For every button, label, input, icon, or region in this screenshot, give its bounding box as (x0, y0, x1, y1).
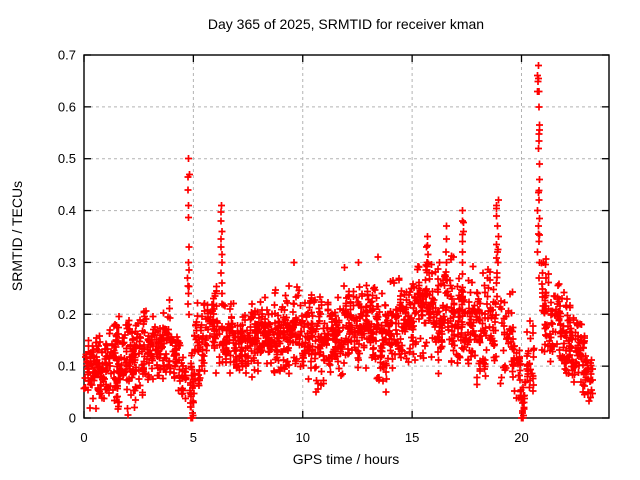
x-axis-label: GPS time / hours (293, 451, 400, 467)
x-tick-label: 15 (405, 430, 419, 445)
y-tick-label: 0.4 (58, 203, 76, 218)
y-tick-label: 0.7 (58, 48, 76, 63)
y-tick-label: 0.5 (58, 151, 76, 166)
y-tick-label: 0.3 (58, 255, 76, 270)
y-tick-label: 0.1 (58, 359, 76, 374)
x-tick-label: 10 (296, 430, 310, 445)
y-tick-label: 0.6 (58, 99, 76, 114)
y-tick-label: 0.2 (58, 307, 76, 322)
chart-title: Day 365 of 2025, SRMTID for receiver kma… (208, 16, 484, 32)
x-tick-label: 0 (80, 430, 87, 445)
x-tick-label: 20 (514, 430, 528, 445)
scatter-points (80, 62, 596, 422)
y-tick-label: 0 (69, 411, 76, 426)
tick-labels: 0 5 10 15 20 0 0.1 0.2 0.3 0.4 0.5 0.6 0.7 (58, 48, 529, 446)
x-tick-label: 5 (190, 430, 197, 445)
y-axis-label: SRMTID / TECUs (9, 181, 25, 291)
data-point-markers (80, 62, 596, 422)
